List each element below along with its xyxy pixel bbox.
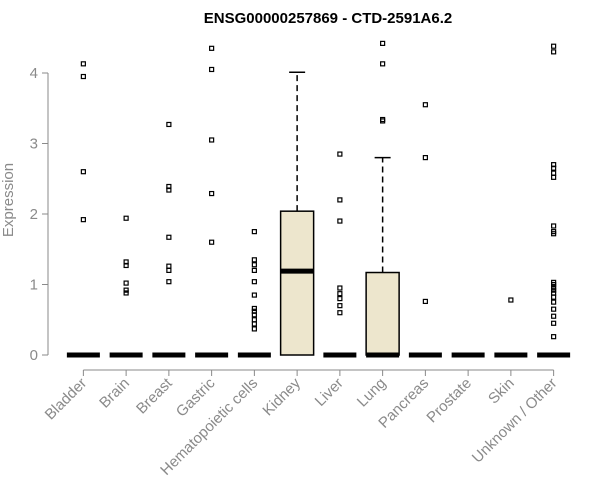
outlier-point (551, 229, 557, 235)
outlier-point (123, 287, 129, 293)
outlier-point (251, 267, 257, 273)
outlier-point (123, 280, 129, 286)
box-group (109, 215, 143, 358)
outlier-point (251, 279, 257, 285)
y-tick-label: 3 (30, 136, 38, 153)
y-tick-label: 1 (30, 277, 38, 294)
outlier-point (551, 174, 557, 180)
outlier-point (380, 116, 386, 123)
outlier-point (209, 239, 215, 245)
outlier-point (251, 321, 257, 327)
box-group (195, 45, 229, 358)
outlier-point (551, 290, 557, 296)
x-tick-label: Prostate (423, 375, 475, 427)
outlier-point (508, 297, 514, 303)
outlier-point (209, 137, 215, 143)
outlier-point (551, 294, 557, 300)
outlier-point (123, 215, 129, 221)
y-tick-label: 2 (30, 206, 38, 223)
outlier-point (551, 287, 557, 293)
outlier-point (337, 218, 343, 224)
outlier-point (551, 49, 557, 55)
outlier-point (80, 61, 86, 67)
outlier-point (209, 45, 215, 51)
outlier-point (551, 279, 557, 285)
outlier-point (337, 296, 343, 302)
outlier-point (166, 263, 172, 269)
box-group (323, 151, 357, 358)
outlier-point (551, 223, 557, 229)
box-group (408, 102, 442, 358)
outlier-point (337, 303, 343, 309)
outlier-point (551, 334, 557, 340)
outlier-point (551, 43, 557, 49)
outlier-point (80, 217, 86, 223)
x-tick-label: Brain (96, 375, 133, 412)
outlier-point (422, 298, 428, 305)
outlier-point (551, 320, 557, 326)
x-tick-label: Kidney (259, 374, 304, 419)
outlier-point (251, 229, 257, 235)
outlier-point (166, 183, 172, 190)
x-tick-label: Skin (485, 375, 518, 408)
box-body (365, 271, 400, 356)
y-tick-label: 4 (30, 65, 38, 82)
outlier-point (380, 40, 386, 46)
box-group (537, 43, 571, 358)
outlier-point (551, 313, 557, 319)
box-group (237, 229, 271, 358)
outlier-point (251, 308, 257, 314)
outlier-point (123, 290, 129, 296)
x-tick-label: Breast (133, 374, 176, 417)
outlier-point (380, 61, 386, 67)
outlier-point (251, 292, 257, 298)
outlier-point (166, 121, 172, 128)
outlier-point (80, 73, 86, 80)
outlier-point (251, 326, 257, 332)
outlier-point (166, 267, 172, 273)
box-group (494, 297, 528, 358)
box-body (279, 210, 315, 356)
outlier-point (251, 317, 257, 323)
outlier-point (166, 279, 172, 285)
box-group (365, 40, 400, 358)
outlier-point (337, 291, 343, 297)
outlier-point (551, 170, 557, 176)
chart-title: ENSG00000257869 - CTD-2591A6.2 (204, 10, 452, 27)
y-tick-label: 0 (30, 347, 38, 364)
x-tick-label: Bladder (42, 375, 91, 424)
outlier-point (251, 257, 257, 263)
x-tick-label: Liver (312, 375, 347, 410)
outlier-point (209, 66, 215, 73)
outlier-point (551, 162, 557, 168)
outlier-point (251, 262, 257, 268)
x-tick-label: Lung (354, 375, 390, 411)
box-group (152, 121, 186, 358)
outlier-point (209, 190, 215, 197)
outlier-point (337, 285, 343, 291)
outlier-point (551, 306, 557, 312)
y-axis-label: Expression (0, 163, 17, 237)
outlier-point (80, 169, 86, 175)
outlier-point (251, 305, 257, 312)
outlier-point (337, 310, 343, 316)
outlier-point (551, 299, 557, 305)
outlier-point (551, 284, 557, 290)
outlier-point (337, 197, 343, 203)
outlier-point (337, 151, 343, 157)
outlier-point (422, 155, 428, 161)
box-group (279, 71, 315, 356)
box-group (66, 61, 100, 358)
outlier-point (422, 102, 428, 108)
outlier-point (166, 234, 172, 240)
outlier-point (123, 259, 129, 265)
